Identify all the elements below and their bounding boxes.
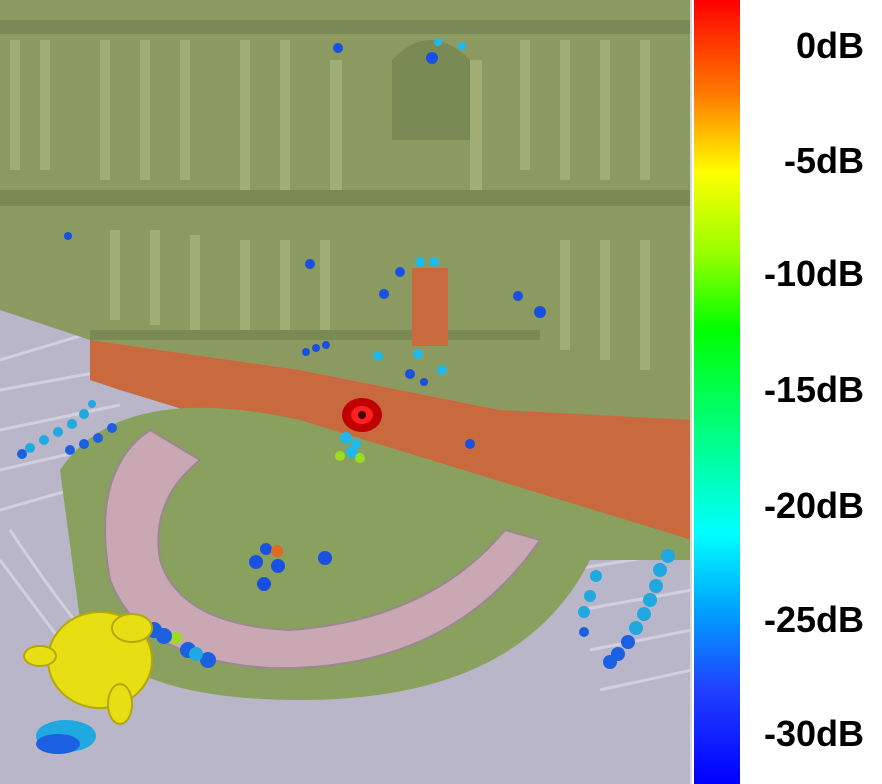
colorbar-label-6: -30dB — [763, 713, 864, 754]
colorbar-label-1: -5dB — [784, 140, 864, 181]
colorbar-label-0: 0dB — [795, 25, 864, 66]
central-door — [412, 268, 448, 346]
colorbar-label-5: -25dB — [763, 599, 864, 640]
colorbar-label-3: -15dB — [763, 369, 864, 410]
seating-rows — [0, 328, 692, 692]
colorbar-label-4: -20dB — [763, 485, 864, 526]
facade-entablatures — [0, 20, 692, 340]
colorbar-label-2: -10dB — [763, 253, 864, 294]
listener-head — [23, 611, 153, 725]
stage-floor — [90, 340, 692, 540]
theatre-scene-render — [0, 0, 692, 784]
orchestra-ring — [104, 428, 542, 670]
facade-columns — [10, 40, 650, 370]
reflection-markers — [17, 38, 675, 754]
colorbar-gradient — [694, 0, 740, 784]
sound-source — [342, 398, 382, 432]
central-arch — [392, 40, 470, 140]
